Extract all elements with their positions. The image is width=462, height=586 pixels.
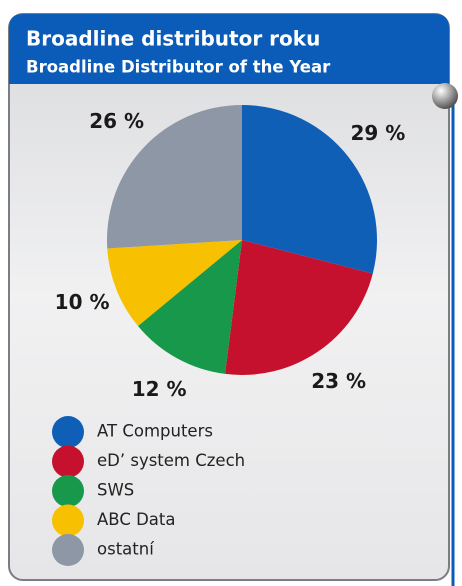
pie-slice	[106, 105, 242, 249]
pie-slice	[137, 240, 242, 374]
value-label: 26 %	[89, 109, 144, 133]
ball	[432, 83, 458, 109]
pie-slice	[225, 240, 373, 375]
header-bar	[9, 14, 449, 84]
legend-label: ostatní	[97, 540, 155, 559]
value-label: 10 %	[55, 290, 110, 314]
chart-subtitle: Broadline Distributor of the Year	[26, 58, 331, 77]
legend-swatch	[52, 504, 84, 537]
value-label: 29 %	[350, 121, 405, 145]
legend-label: ABC Data	[97, 510, 175, 529]
legend-label: SWS	[97, 481, 134, 500]
value-label: 12 %	[132, 377, 187, 401]
legend-swatch	[52, 416, 84, 448]
value-label: 23 %	[311, 369, 366, 393]
legend-swatch	[52, 445, 84, 478]
legend-label: AT Computers	[97, 422, 213, 441]
legend-label: eD’ system Czech	[97, 451, 245, 470]
legend-swatch	[52, 534, 84, 566]
pie-slice	[107, 240, 242, 327]
legend-swatch	[52, 475, 84, 507]
pie-slice	[242, 105, 377, 274]
chart-title: Broadline distributor roku	[26, 27, 320, 51]
